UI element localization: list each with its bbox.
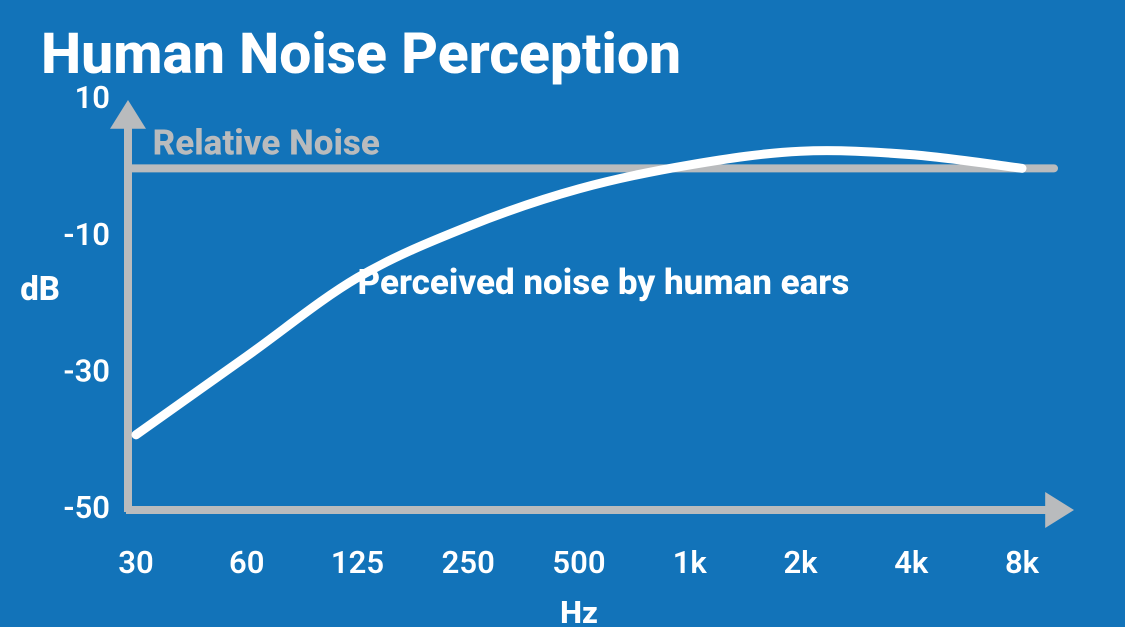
reference-line-label: Relative Noise [153,122,380,163]
y-tick-label: -10 [63,216,110,253]
x-tick-label: 125 [331,544,384,581]
x-tick-label: 250 [442,544,495,581]
y-tick-label: 10 [75,79,110,116]
y-axis-unit: dB [20,270,60,309]
y-tick-label: -30 [63,353,110,390]
y-axis-arrow [110,100,146,129]
curve-label: Perceived noise by human ears [358,262,850,303]
x-tick-label: 1k [673,544,708,581]
x-axis-arrow [1045,492,1074,528]
x-axis-unit: Hz [560,594,598,627]
x-tick-label: 8k [1005,544,1040,581]
x-tick-label: 4k [894,544,929,581]
chart-canvas: Human Noise Perception 10-10-30-50dB3060… [0,0,1125,627]
x-tick-label: 30 [118,544,153,581]
x-tick-label: 60 [229,544,264,581]
chart-plot: 10 -10 -30 -50 dB 30 60 125 250 500 1k 2k 4k 8k Hz Rela… [0,0,1125,627]
y-tick-label: -50 [63,489,110,526]
x-tick-label: 500 [552,544,605,581]
x-tick-label: 2k [783,544,818,581]
